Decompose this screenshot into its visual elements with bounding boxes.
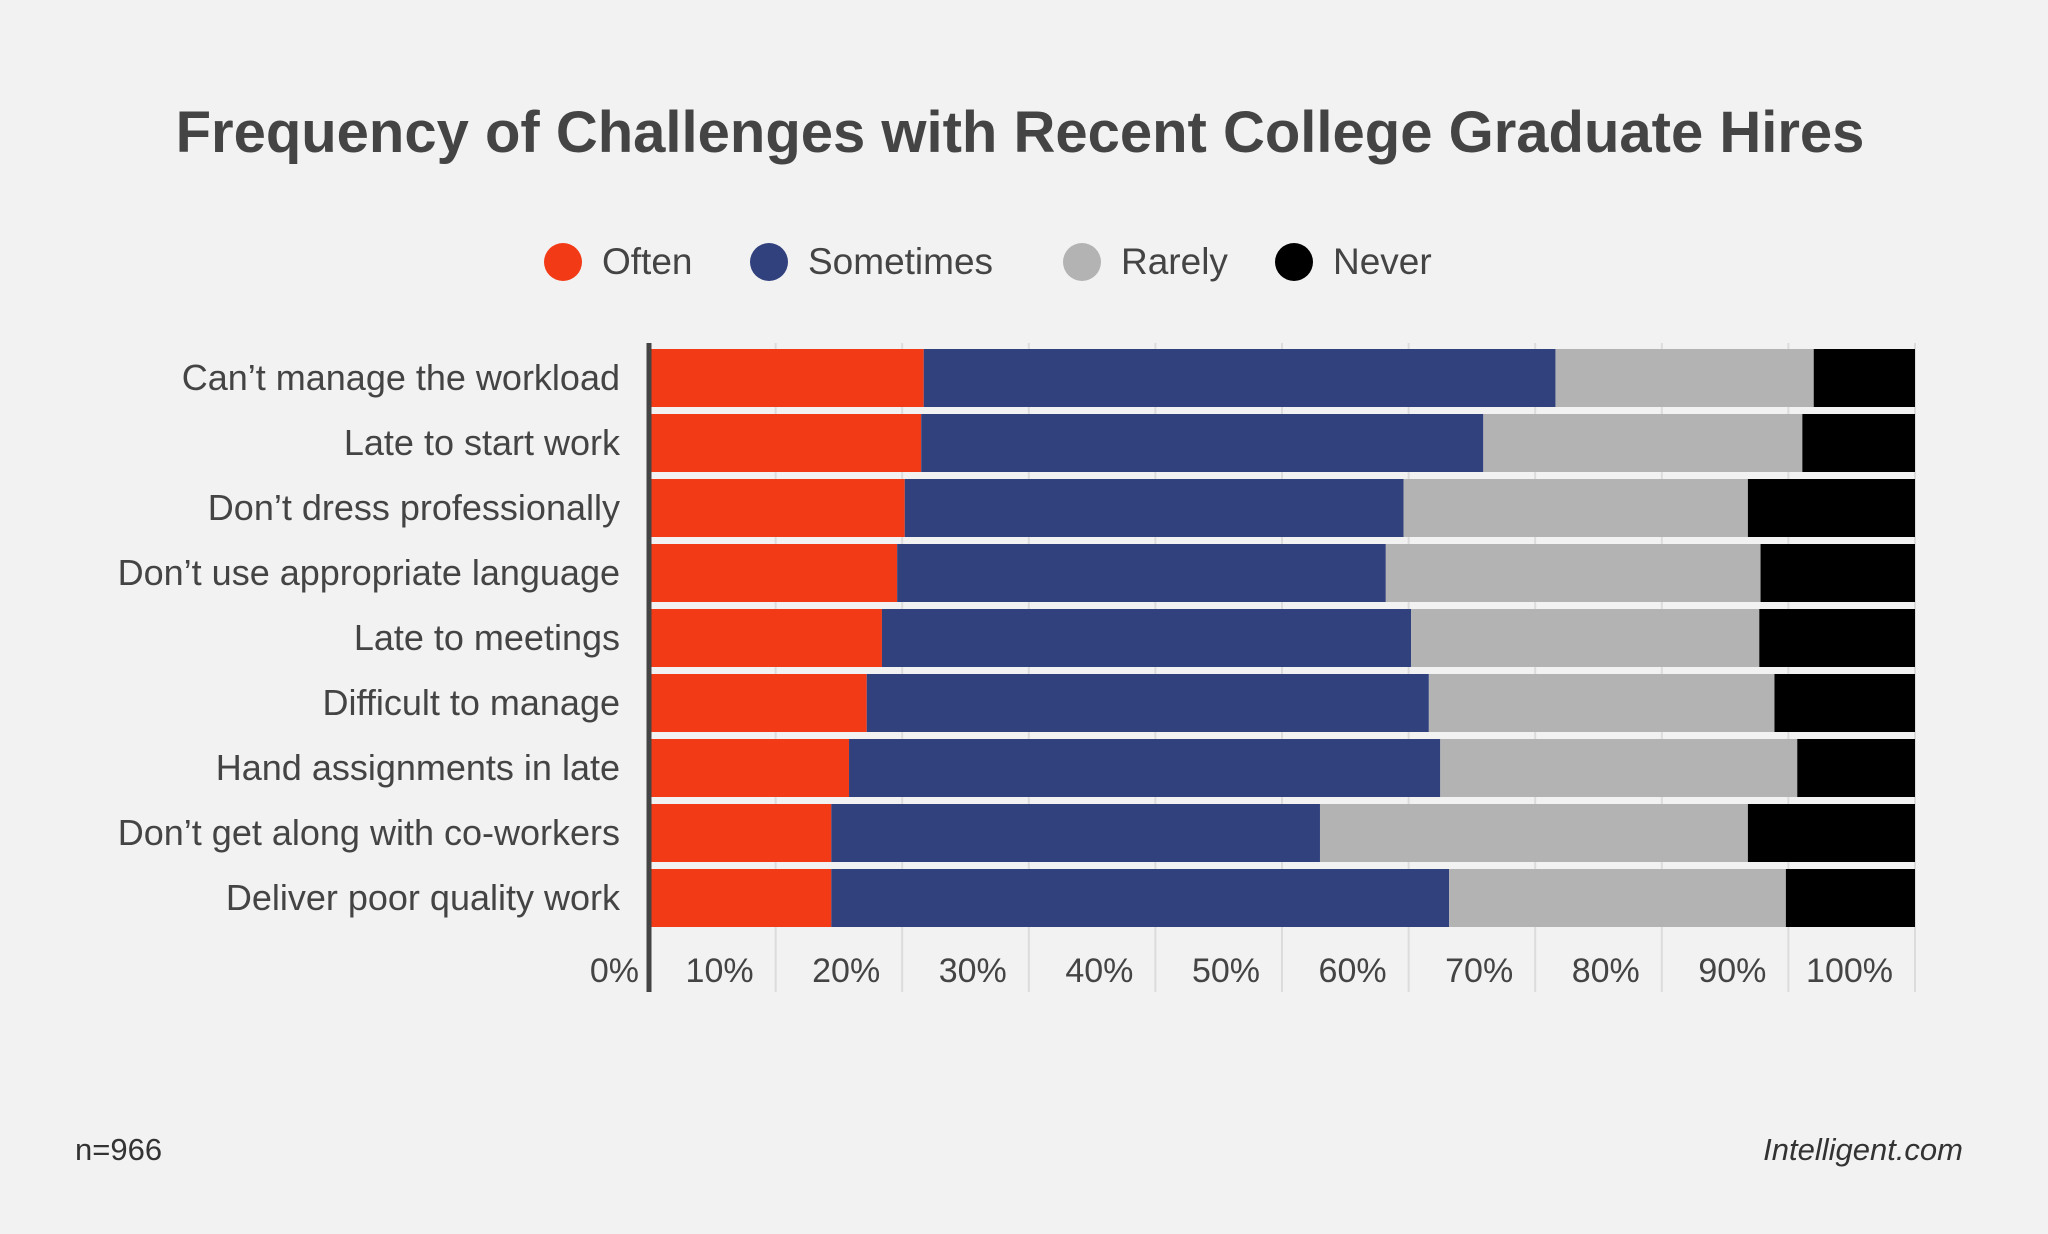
bar-segment-never bbox=[1760, 544, 1915, 602]
bar-segment-never bbox=[1759, 609, 1915, 667]
bar-segment-rarely bbox=[1403, 479, 1748, 537]
bar-segment-never bbox=[1785, 869, 1915, 927]
bar-segment-rarely bbox=[1440, 739, 1798, 797]
bar-segment-often bbox=[649, 609, 882, 667]
category-label: Don’t use appropriate language bbox=[118, 552, 620, 593]
legend-label: Sometimes bbox=[808, 241, 993, 282]
bar-segment-often bbox=[649, 674, 867, 732]
legend-marker-rarely bbox=[1063, 243, 1101, 281]
bar-segment-never bbox=[1747, 479, 1915, 537]
bar-segment-sometimes bbox=[923, 349, 1556, 407]
chart-title: Frequency of Challenges with Recent Coll… bbox=[176, 100, 1865, 165]
category-label: Don’t dress professionally bbox=[208, 487, 620, 528]
category-label: Hand assignments in late bbox=[216, 747, 620, 788]
bar-segment-never bbox=[1797, 739, 1915, 797]
category-label: Late to start work bbox=[344, 422, 621, 463]
legend-label: Never bbox=[1333, 241, 1432, 282]
x-tick-label: 70% bbox=[1445, 952, 1513, 990]
legend-label: Rarely bbox=[1121, 241, 1228, 282]
x-tick-label: 100% bbox=[1806, 952, 1893, 990]
bar-segment-often bbox=[649, 869, 832, 927]
bar-segment-sometimes bbox=[831, 869, 1450, 927]
bar-segment-often bbox=[649, 349, 924, 407]
legend-marker-sometimes bbox=[750, 243, 788, 281]
bar-segment-rarely bbox=[1411, 609, 1760, 667]
x-tick-label: 0% bbox=[590, 952, 639, 990]
bar-segment-rarely bbox=[1483, 414, 1803, 472]
source-credit: Intelligent.com bbox=[1763, 1132, 1963, 1167]
bar-segment-sometimes bbox=[921, 414, 1484, 472]
bar-segment-often bbox=[649, 414, 922, 472]
bars bbox=[649, 349, 1915, 927]
sample-size: n=966 bbox=[75, 1132, 162, 1167]
bar-segment-sometimes bbox=[866, 674, 1429, 732]
legend-marker-never bbox=[1275, 243, 1313, 281]
bar-segment-sometimes bbox=[831, 804, 1320, 862]
bar-segment-rarely bbox=[1385, 544, 1761, 602]
bar-segment-often bbox=[649, 804, 832, 862]
x-tick-label: 90% bbox=[1698, 952, 1766, 990]
bar-segment-rarely bbox=[1555, 349, 1814, 407]
bar-segment-never bbox=[1774, 674, 1915, 732]
x-tick-label: 10% bbox=[686, 952, 754, 990]
x-tick-labels: 0% 10% 20% 30% 40% 50% 60% 70% 80% 90% 100% bbox=[590, 952, 1893, 990]
legend: Often Sometimes Rarely Never bbox=[544, 241, 1432, 282]
bar-segment-rarely bbox=[1449, 869, 1786, 927]
bar-segment-never bbox=[1813, 349, 1915, 407]
bar-segment-sometimes bbox=[897, 544, 1386, 602]
bar-segment-sometimes bbox=[849, 739, 1441, 797]
category-label: Don’t get along with co-workers bbox=[118, 812, 620, 853]
bar-segment-rarely bbox=[1319, 804, 1748, 862]
x-tick-label: 20% bbox=[812, 952, 880, 990]
legend-label: Often bbox=[602, 241, 693, 282]
x-tick-label: 40% bbox=[1065, 952, 1133, 990]
category-label: Deliver poor quality work bbox=[226, 877, 621, 918]
bar-segment-never bbox=[1802, 414, 1915, 472]
category-label: Difficult to manage bbox=[323, 682, 621, 723]
x-tick-label: 60% bbox=[1319, 952, 1387, 990]
legend-marker-often bbox=[544, 243, 582, 281]
x-tick-label: 30% bbox=[939, 952, 1007, 990]
bar-segment-often bbox=[649, 739, 850, 797]
bar-segment-sometimes bbox=[904, 479, 1404, 537]
category-label: Late to meetings bbox=[354, 617, 620, 658]
x-tick-label: 50% bbox=[1192, 952, 1260, 990]
bar-segment-often bbox=[649, 544, 898, 602]
category-labels: Can’t manage the workload Late to start w… bbox=[118, 357, 621, 918]
bar-segment-never bbox=[1747, 804, 1915, 862]
bar-segment-sometimes bbox=[881, 609, 1412, 667]
bar-segment-rarely bbox=[1428, 674, 1775, 732]
bar-segment-often bbox=[649, 479, 905, 537]
category-label: Can’t manage the workload bbox=[182, 357, 620, 398]
x-tick-label: 80% bbox=[1572, 952, 1640, 990]
